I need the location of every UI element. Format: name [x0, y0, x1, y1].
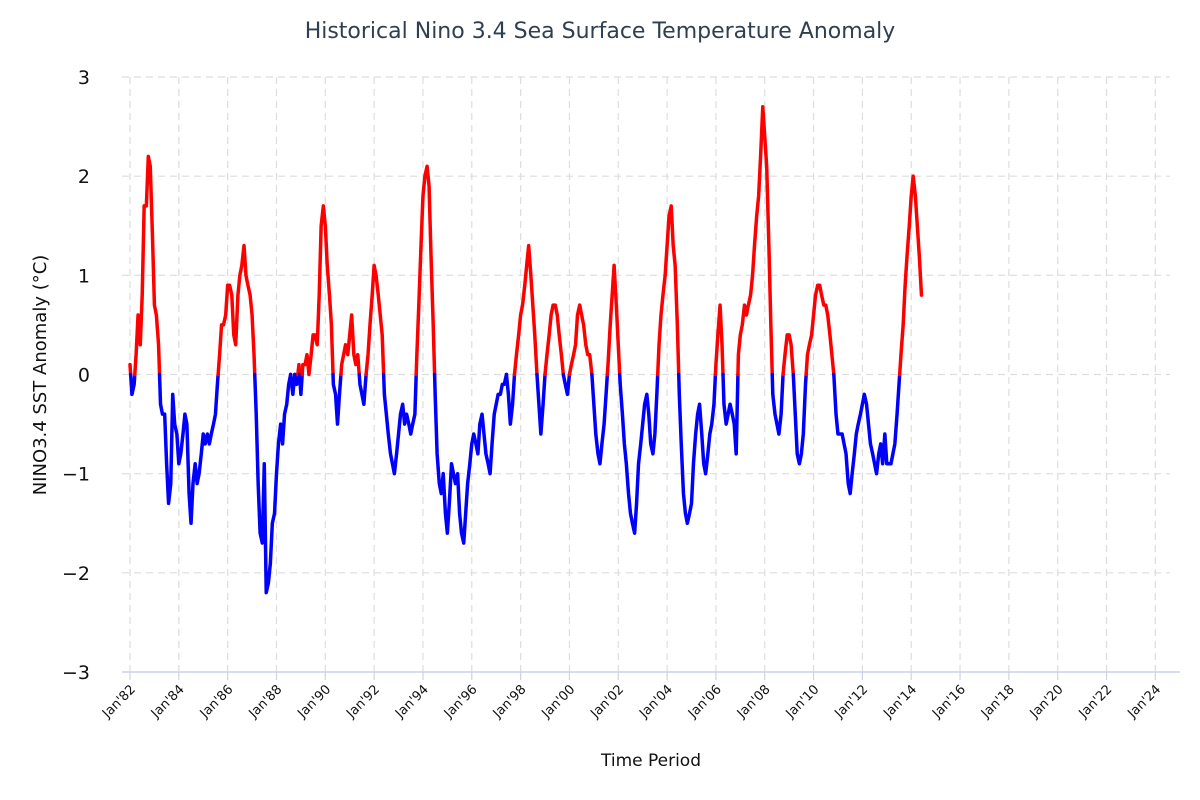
negative-anomaly-segment	[288, 372, 297, 397]
negative-anomaly-segment	[157, 372, 220, 525]
y-tick-label: −3	[62, 662, 90, 684]
x-tick-label: Jan'14	[880, 682, 920, 722]
positive-anomaly-segment	[133, 154, 162, 377]
x-tick-label: Jan'00	[539, 682, 579, 722]
positive-anomaly-segment	[655, 204, 681, 377]
x-tick-label: Jan'10	[783, 682, 823, 722]
y-axis-label: NINO3.4 SST Anomaly (°C)	[30, 255, 51, 496]
x-tick-label: Jan'18	[978, 682, 1018, 722]
x-tick-label: Jan'12	[832, 682, 872, 722]
x-tick-label: Jan'96	[441, 682, 481, 722]
x-tick-label: Jan'88	[246, 682, 286, 722]
x-tick-label: Jan'02	[587, 682, 627, 722]
negative-anomaly-segment	[331, 372, 343, 426]
positive-anomaly-segment	[364, 263, 386, 377]
x-tick-label: Jan'06	[685, 682, 725, 722]
positive-anomaly-segment	[414, 164, 437, 377]
x-tick-label: Jan'98	[490, 682, 530, 722]
x-tick-label: Jan'84	[148, 682, 188, 722]
negative-anomaly-segment	[617, 372, 660, 535]
x-tick-label: Jan'82	[99, 682, 139, 722]
negative-anomaly-segment	[381, 372, 418, 476]
x-tick-label: Jan'94	[392, 682, 432, 722]
positive-anomaly-segment	[605, 263, 622, 377]
series-layer	[128, 105, 924, 595]
x-tick-label: Jan'90	[294, 682, 334, 722]
negative-anomaly-segment	[561, 372, 572, 397]
x-tick-label: Jan'16	[929, 682, 969, 722]
positive-anomaly-segment	[339, 313, 361, 377]
positive-anomaly-segment	[736, 105, 774, 377]
positive-anomaly-segment	[567, 303, 594, 377]
negative-anomaly-segment	[770, 372, 785, 436]
positive-anomaly-segment	[804, 283, 836, 377]
negative-anomaly-segment	[676, 372, 718, 525]
negative-anomaly-segment	[357, 372, 368, 406]
chart-title: Historical Nino 3.4 Sea Surface Temperat…	[305, 19, 896, 44]
axes	[122, 671, 1180, 680]
y-tick-label: 0	[78, 365, 90, 387]
x-axis-label: Time Period	[600, 751, 701, 771]
positive-anomaly-segment	[713, 303, 725, 377]
gridlines	[122, 76, 1170, 672]
x-tick-labels: Jan'82 Jan'84 Jan'86 Jan'88 Jan'90 Jan'92 Jan'…	[99, 682, 1164, 722]
negative-anomaly-segment	[590, 372, 610, 466]
negative-anomaly-segment	[293, 372, 300, 387]
positive-anomaly-segment	[296, 362, 302, 377]
x-tick-label: Jan'86	[197, 682, 237, 722]
positive-anomaly-segment	[897, 174, 924, 377]
x-tick-label: Jan'24	[1124, 682, 1164, 722]
x-tick-label: Jan'92	[343, 682, 383, 722]
negative-anomaly-segment	[128, 372, 137, 397]
negative-anomaly-segment	[832, 372, 902, 496]
y-tick-label: 1	[78, 265, 90, 287]
negative-anomaly-segment	[791, 372, 808, 466]
x-tick-label: Jan'04	[636, 682, 676, 722]
positive-anomaly-segment	[512, 243, 539, 377]
x-tick-label: Jan'08	[734, 682, 774, 722]
negative-anomaly-segment	[297, 372, 304, 397]
y-tick-label: 3	[78, 67, 90, 89]
y-tick-label: −1	[62, 464, 90, 486]
negative-anomaly-segment	[253, 372, 293, 595]
x-tick-label: Jan'20	[1027, 682, 1067, 722]
negative-anomaly-segment	[535, 372, 547, 436]
positive-anomaly-segment	[300, 204, 335, 377]
y-tick-label: 2	[78, 166, 90, 188]
y-tick-labels: 3 2 1 0 −1 −2 −3	[62, 67, 90, 684]
negative-anomaly-segment	[432, 372, 509, 545]
x-tick-label: Jan'22	[1076, 682, 1116, 722]
negative-anomaly-segment	[504, 372, 517, 426]
negative-anomaly-segment	[721, 372, 740, 456]
y-tick-label: −2	[62, 563, 90, 585]
positive-anomaly-segment	[543, 303, 566, 377]
positive-anomaly-segment	[781, 333, 796, 377]
positive-anomaly-segment	[216, 243, 257, 377]
